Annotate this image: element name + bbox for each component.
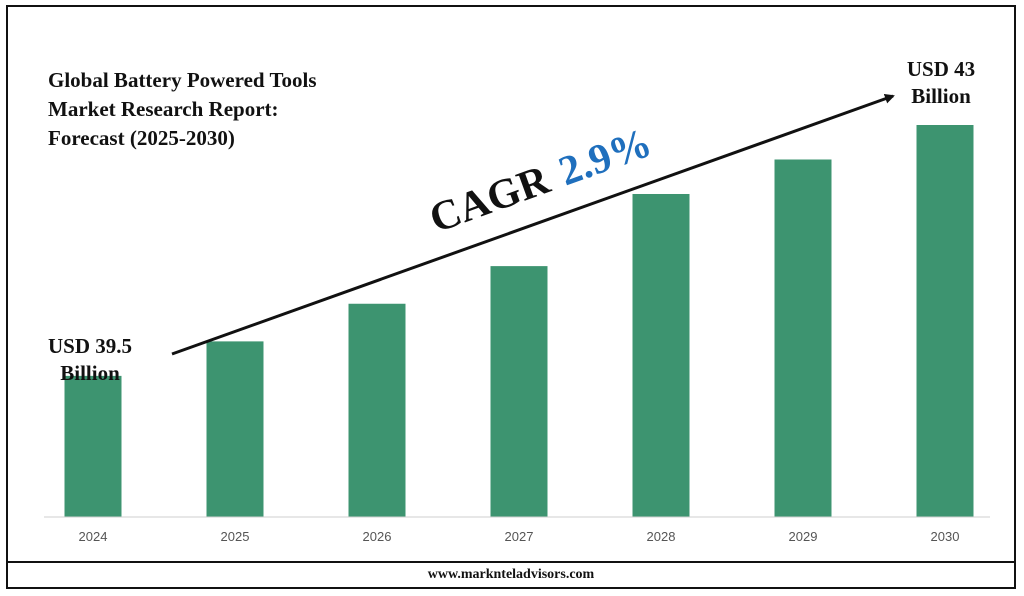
end-value-line-1: USD 43 [906,57,976,81]
x-tick-2027: 2027 [505,529,534,544]
footer-website: www.marknteladvisors.com [427,567,595,582]
title-line-1: Global Battery Powered Tools [48,68,317,92]
x-tick-2026: 2026 [363,529,392,544]
bar-2024 [64,375,122,517]
start-value-callout: USD 39.5 Billion [25,333,155,387]
cagr-value: 2.9% [553,120,658,196]
x-tick-2025: 2025 [221,529,250,544]
bars-group [64,125,974,517]
bar-2027 [490,266,548,517]
start-value-line-2: Billion [60,361,120,385]
x-tick-labels: 2024 2025 2026 2027 2028 2029 2030 [79,529,960,544]
end-value-line-2: Billion [911,84,971,108]
bar-2025 [206,341,264,517]
x-tick-2024: 2024 [79,529,108,544]
bar-2028 [632,193,690,517]
bar-2029 [774,159,832,517]
cagr-label: CAGR [424,157,557,243]
end-value-callout: USD 43 Billion [876,56,1006,110]
chart-title: Global Battery Powered Tools Market Rese… [48,66,388,153]
bar-2030 [916,125,974,517]
x-tick-2028: 2028 [647,529,676,544]
title-line-2: Market Research Report: [48,97,279,121]
x-tick-2029: 2029 [789,529,818,544]
cagr-annotation: CAGR 2.9% [424,120,658,243]
start-value-line-1: USD 39.5 [47,334,132,358]
cagr-trend-arrow [171,93,895,356]
x-tick-2030: 2030 [931,529,960,544]
footer-divider [6,561,1016,563]
bar-2026 [348,303,406,517]
title-line-3: Forecast (2025-2030) [48,126,235,150]
